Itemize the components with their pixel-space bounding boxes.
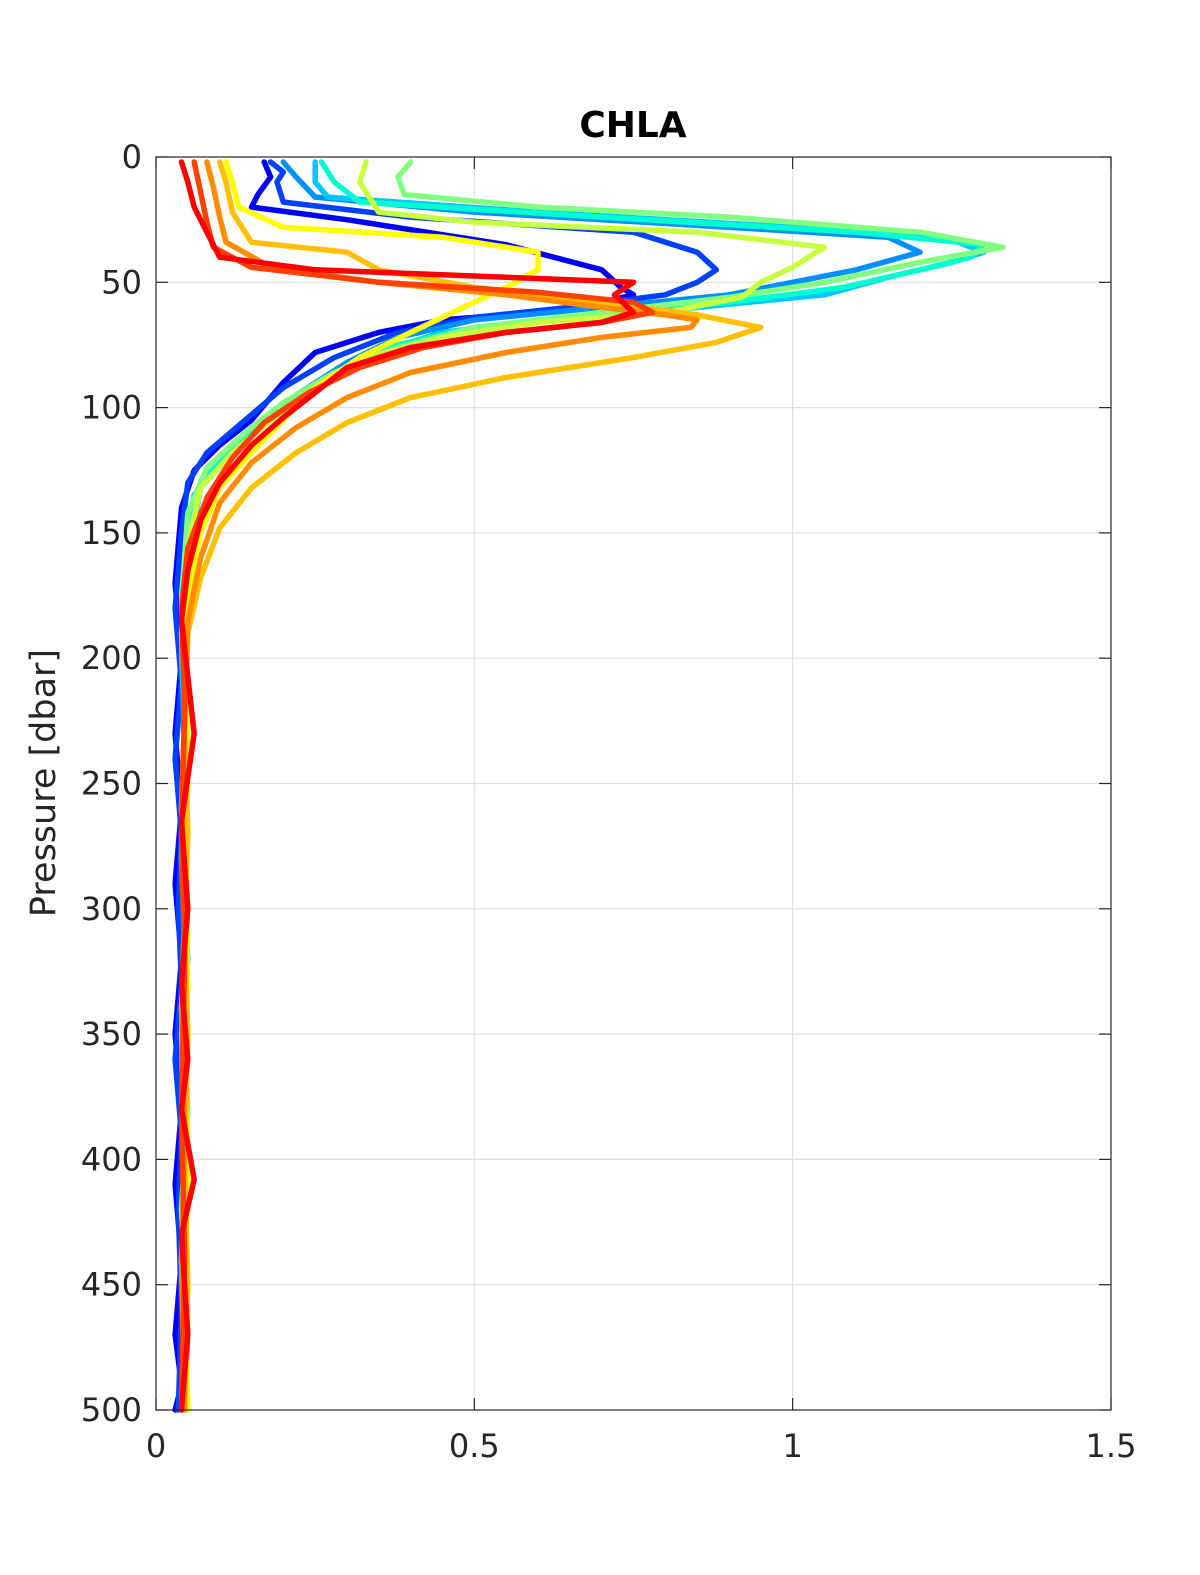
chart-title: CHLA (579, 105, 686, 146)
y-tick-label: 400 (81, 1140, 142, 1178)
profile-line-9 (181, 159, 764, 1413)
x-tick-label: 0 (146, 1427, 166, 1465)
y-tick-label: 350 (81, 1015, 142, 1053)
y-tick-label: 250 (81, 765, 142, 803)
data-series (172, 159, 1006, 1413)
profile-line-2 (172, 159, 720, 1413)
y-tick-label: 300 (81, 890, 142, 928)
profile-line-12 (178, 159, 637, 1413)
profile-line-5 (178, 159, 987, 1413)
profile-line-7 (178, 159, 828, 1413)
y-tick-label: 50 (101, 263, 142, 301)
grid (156, 157, 1111, 1410)
profile-line-6 (178, 159, 1006, 1413)
y-tick-label: 100 (81, 389, 142, 427)
y-tick-label: 500 (81, 1391, 142, 1429)
y-tick-label: 150 (81, 514, 142, 552)
profile-line-10 (178, 159, 700, 1413)
x-tick-label: 1.5 (1086, 1427, 1137, 1465)
profile-line-4 (178, 159, 987, 1413)
x-tick-label: 1 (782, 1427, 802, 1465)
x-tick-label: 0.5 (449, 1427, 500, 1465)
axes (155, 156, 1112, 1411)
y-tick-label: 0 (122, 138, 142, 176)
y-axis-label: Pressure [dbar] (24, 649, 64, 917)
y-tick-label: 200 (81, 639, 142, 677)
y-tick-label: 450 (81, 1266, 142, 1304)
tick-labels: 0 0.5 1 1.5 0 50 100 150 200 250 300 350 400 450 500 (81, 138, 1137, 1465)
profile-line-3 (178, 159, 923, 1413)
